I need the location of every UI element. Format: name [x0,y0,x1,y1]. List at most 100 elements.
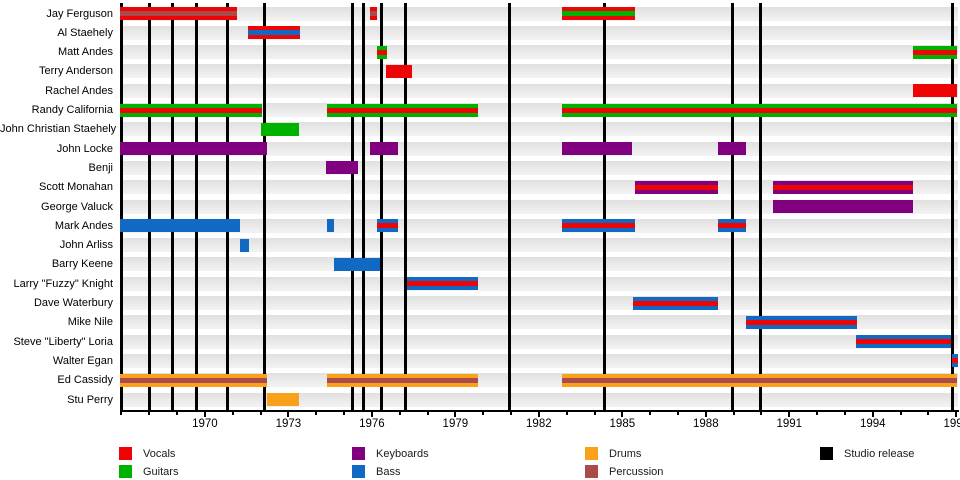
bar-stripe-vocals [120,107,262,113]
timeline-bar-bass-vocals [633,296,719,310]
legend-swatch-percussion [585,465,598,478]
member-label: Mike Nile [67,316,113,329]
axis-year-label: 1973 [275,418,302,430]
axis-major-tick [287,410,290,417]
axis-major-tick [871,410,874,417]
legend-swatch-drums [585,447,598,460]
row-band [120,353,958,368]
axis-year-label: 1976 [359,418,385,430]
axis-year-label: 1979 [442,418,469,430]
timeline-bar-drums-percussion [327,373,478,387]
timeline-bar-vocals-percussion [369,7,377,20]
axis-minor-tick [927,410,930,415]
studio-release-line [225,3,229,410]
timeline-bar-keyboards [718,142,747,156]
bar-stripe-percussion [120,11,237,16]
axis-major-tick [788,410,791,417]
member-label: Benji [88,161,113,174]
legend-label: Percussion [609,466,664,478]
axis-minor-tick [816,410,819,415]
row-band [120,218,958,233]
axis-year-label: 1991 [776,418,803,430]
timeline-bar-bass-vocals [562,219,635,233]
member-label: Matt Andes [57,46,113,59]
member-label: Barry Keene [51,258,113,271]
legend-label: Keyboards [376,448,429,460]
axis-year-label: 1982 [526,418,552,430]
legend-swatch-bass [352,465,365,478]
timeline-bar-bass [334,257,381,271]
axis-minor-tick [565,410,568,415]
studio-release-line [362,3,365,410]
timeline-bar-bass-vocals [952,354,958,368]
legend-swatch-keyboards [352,447,365,460]
row-band [120,160,958,175]
bar-stripe-vocals [327,107,478,113]
timeline-bar-vocals [913,84,957,98]
axis-year-label: 1988 [693,418,719,430]
studio-release-line [350,3,354,410]
timeline-bar-guitars-vocals [562,103,957,117]
row-band [120,238,958,253]
timeline-bar-guitars-vocals [327,103,478,117]
axis-minor-tick [315,410,318,415]
member-label: Larry "Fuzzy" Knight [13,277,113,290]
axis-minor-tick [259,410,262,415]
member-label: Al Staehely [57,26,113,39]
row-band [120,296,958,310]
axis-major-tick [537,410,540,417]
timeline-bar-bass-vocals [746,315,858,329]
axis-minor-tick [510,410,512,415]
row-band [120,392,958,407]
studio-release-line [508,3,512,410]
timeline-bar-vocals [385,64,413,78]
legend-label: Bass [376,466,401,478]
timeline-bar-drums [267,393,300,406]
axis-major-tick [621,410,624,417]
bar-stripe-percussion [369,11,377,16]
studio-release-line [380,3,384,410]
timeline-bar-bass [120,219,240,233]
timeline-bar-vocals-guitars [562,7,635,20]
legend-label: Guitars [143,466,179,478]
axis-major-tick [955,410,958,417]
timeline-bar-keyboards [562,142,633,156]
axis-year-label: 1994 [860,418,886,430]
member-label: Randy California [31,104,113,116]
axis-major-tick [203,410,206,417]
studio-release-line [602,3,606,410]
member-label: Mark Andes [54,219,113,232]
axis-minor-tick [426,410,429,415]
timeline-bar-bass [327,219,335,233]
studio-release-line [950,3,954,410]
studio-release-line [403,3,407,410]
axis-minor-tick [843,410,846,415]
bar-stripe-percussion [327,377,478,383]
studio-release-line [730,3,734,410]
timeline-bar-keyboards [772,200,914,213]
axis-minor-tick [120,410,123,415]
row-band [120,180,958,195]
member-label: Terry Anderson [39,65,113,78]
member-label: Stu Perry [67,393,113,406]
timeline-bar-guitars-vocals [913,45,957,59]
studio-release-line [147,3,151,410]
legend-swatch-release_line [820,447,833,460]
axis-year-label: 1970 [192,418,218,430]
legend-label: Drums [609,448,642,460]
studio-release-line [263,3,267,410]
member-label: Steve "Liberty" Loria [13,335,113,348]
bar-stripe-vocals [856,339,951,345]
axis-major-tick [704,410,707,417]
bar-stripe-vocals [562,107,957,113]
timeline-bar-keyboards-vocals [772,180,914,194]
row-band [120,64,958,79]
bar-stripe-vocals [718,223,747,229]
bar-stripe-vocals [634,184,719,190]
member-label: George Valuck [41,200,113,213]
bar-stripe-bass [248,30,300,36]
bar-stripe-vocals [406,281,478,287]
axis-minor-tick [649,410,652,415]
member-label: Rachel Andes [45,84,113,97]
